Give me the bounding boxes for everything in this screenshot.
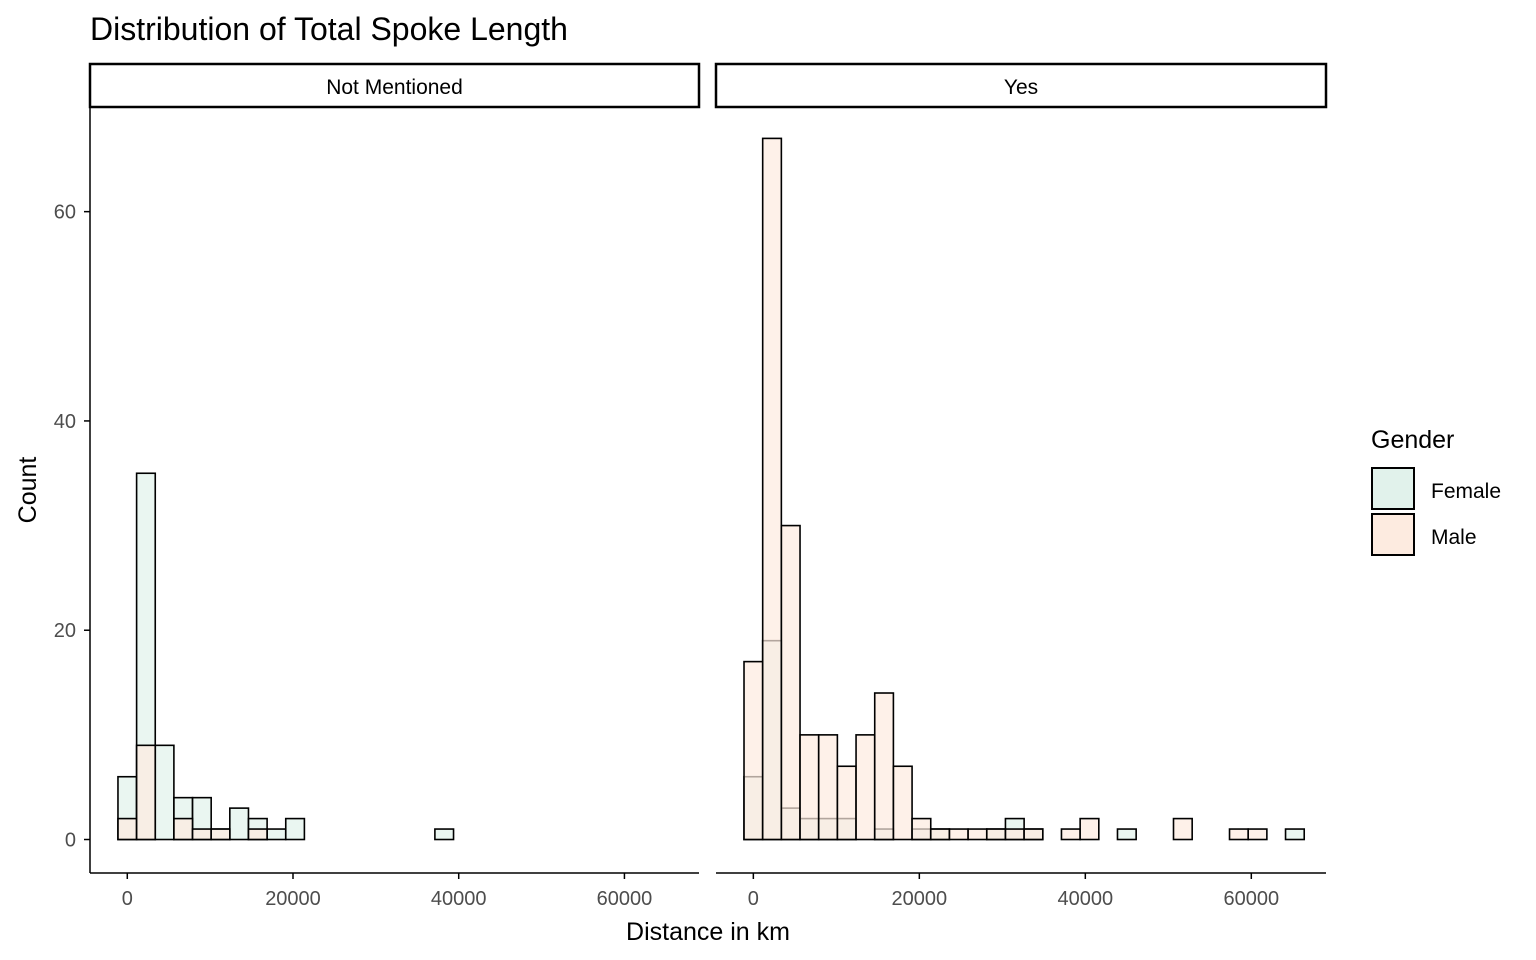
bar-male xyxy=(1060,828,1081,841)
x-tick-label: 0 xyxy=(122,888,133,910)
bar-male xyxy=(173,817,194,841)
x-axis-title: Distance in km xyxy=(626,918,790,946)
x-tick-label: 0 xyxy=(748,888,759,910)
facet-strip-label: Yes xyxy=(1004,76,1038,99)
y-axis-ticks: 0 20 40 60 xyxy=(54,202,90,852)
bar-male xyxy=(892,765,913,841)
bar-male xyxy=(1228,828,1249,841)
bar-male xyxy=(780,524,801,841)
x-tick-label: 20000 xyxy=(892,888,948,910)
legend: Gender Female Male xyxy=(1371,426,1501,556)
legend-label-female: Female xyxy=(1431,480,1501,503)
bar-male xyxy=(836,765,857,841)
bar-female xyxy=(229,807,250,841)
bar-male xyxy=(1247,828,1268,841)
chart-title: Distribution of Total Spoke Length xyxy=(90,11,568,47)
bar-male xyxy=(743,660,764,841)
x-axis-ticks: 0 20000 40000 60000 xyxy=(122,873,653,910)
bar-female xyxy=(1284,828,1306,841)
legend-title: Gender xyxy=(1371,426,1454,454)
facet-strip-label: Not Mentioned xyxy=(326,76,463,99)
facet-strip xyxy=(88,62,701,109)
y-tick-label: 0 xyxy=(65,830,76,852)
bar-female xyxy=(434,828,455,841)
facet-panel-yes: Yes 0 20000 40000 60000 xyxy=(714,62,1328,910)
bar-male xyxy=(1023,828,1044,841)
bar-female xyxy=(284,817,306,841)
facet-panel-not-mentioned: Not Mentioned 0 20000 40000 60000 0 20 40 60 xyxy=(54,62,701,910)
bar-male xyxy=(1004,828,1025,841)
facet-strip xyxy=(714,62,1328,109)
y-tick-label: 20 xyxy=(54,620,76,642)
legend-key-male xyxy=(1371,513,1415,556)
bar-male xyxy=(799,734,820,841)
bar-male xyxy=(117,817,138,841)
legend-label-male: Male xyxy=(1431,526,1477,549)
x-tick-label: 40000 xyxy=(1058,888,1114,910)
bar-male xyxy=(929,828,951,841)
x-tick-label: 60000 xyxy=(1223,888,1279,910)
bar-male xyxy=(855,734,876,841)
x-tick-label: 40000 xyxy=(431,888,487,910)
x-axis-ticks: 0 20000 40000 60000 xyxy=(748,873,1279,910)
bar-male xyxy=(817,734,839,841)
x-tick-label: 20000 xyxy=(265,888,321,910)
bar-female xyxy=(266,828,287,841)
y-axis-title: Count xyxy=(14,457,42,524)
bar-female xyxy=(1116,828,1137,841)
bar-male xyxy=(247,828,268,841)
bar-male xyxy=(191,828,212,841)
bar-male xyxy=(1172,817,1193,841)
histogram-bars xyxy=(743,137,1306,841)
bar-male xyxy=(210,828,231,841)
legend-key-female xyxy=(1371,467,1415,510)
x-tick-label: 60000 xyxy=(597,888,653,910)
y-tick-label: 60 xyxy=(54,202,76,224)
histogram-bars xyxy=(117,472,455,841)
bar-male xyxy=(948,828,969,841)
bar-male xyxy=(967,828,988,841)
bar-male xyxy=(985,828,1007,841)
y-tick-label: 40 xyxy=(54,411,76,433)
bar-female xyxy=(154,744,175,841)
bar-male xyxy=(873,692,895,841)
bar-male xyxy=(761,137,783,841)
bar-male xyxy=(911,817,932,841)
bar-male xyxy=(135,744,157,841)
bar-male xyxy=(1079,817,1100,841)
